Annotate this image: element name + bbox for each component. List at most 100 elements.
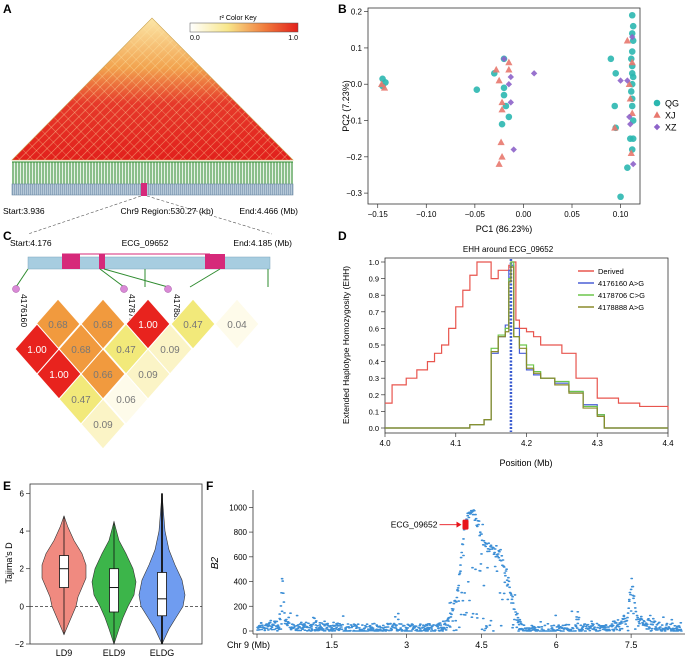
exon-2 [99,254,105,269]
pca-point-xz [626,113,633,121]
pca-point-xz [617,77,624,84]
ld-value-label: 0.47 [183,320,203,331]
pca-x-axis-label: PC1 (86.23%) [476,224,533,234]
color-key-min: 0.0 [190,35,200,42]
pca-point-qg [500,91,508,99]
pca-point-xj [492,65,500,73]
pca-point-qg [628,48,636,55]
b2-gene-highlight [462,519,469,530]
panel-d: 4.0 4.1 4.2 4.3 4.4 0.0 0.1 0.2 0.3 0.4 0.5 0.6 0.7 0… [341,245,674,468]
violin-category-label: ELDG [150,648,175,657]
violin-y-tick-label: 2 [20,565,25,574]
ehh-line-derived [385,261,669,410]
legend-label-xj: XJ [665,111,676,121]
snp-position-label: 4178706 [127,294,137,327]
pca-point-qg [617,193,624,201]
ld-heatmap-hatch-2 [12,18,293,160]
ehh-y-tick-label: 0.3 [369,374,379,383]
ehh-y-tick-label: 0.1 [369,407,379,416]
ehh-x-tick-label: 4.0 [379,439,391,448]
ehh-line-4178888 [385,266,668,429]
ehh-y-tick-label: 0.9 [369,275,379,284]
ehh-x-axis-label: Position (Mb) [499,458,552,468]
b2-y-tick-label: 1000 [229,503,247,512]
color-key-max: 1.0 [288,35,298,42]
pca-x-tick-label: −0.15 [368,210,389,219]
region-start-label: Start:3.936 [3,206,45,216]
ld-value-label: 0.06 [116,395,136,406]
pca-point-qg [473,86,481,93]
violin-y-tick-label: 0 [20,602,25,611]
pca-y-tick-label: −0.2 [346,153,362,162]
ehh-y-axis-label: Extended Haplotype Homozygosity (EHH) [341,266,351,424]
region-end-label: End:4.466 (Mb) [239,206,298,216]
pca-y-tick-label: 0.2 [351,8,363,17]
ld-value-label: 0.09 [93,420,113,431]
pca-point-xj [628,109,636,117]
snp-link-line [189,268,221,288]
pca-point-qg [629,135,637,142]
ehh-legend-label: 4178706 C>G [598,291,645,300]
ehh-x-tick-label: 4.4 [662,439,674,448]
pca-point-xj [378,80,386,88]
ehh-x-tick-label: 4.2 [521,439,533,448]
pca-point-qg [629,73,637,81]
pca-point-qg [611,102,619,110]
pca-point-xj [497,138,505,146]
ehh-y-tick-label: 0.8 [369,291,379,300]
b2-x-tick-label: 4.5 [475,640,488,650]
pca-x-tick-label: 0.00 [516,210,532,219]
ld-value-label: 0.47 [116,345,136,356]
pca-point-xz [507,99,514,106]
snp-marker [120,285,128,293]
pca-point-qg [627,88,635,95]
panel-b: −0.15 −0.10 −0.05 0.00 0.05 0.10 −0.3 −0.2 −0.1 0… [341,7,679,234]
ld-heatmap-outline [11,17,294,161]
panel-a: r² Color Key 0.0 1.0 Start:3.936 Chr9 Re… [3,15,299,235]
pca-point-xj [623,36,631,44]
legend-marker-xj [653,111,661,118]
pca-point-qg [612,70,620,77]
ehh-y-tick-label: 0.6 [369,324,379,333]
pca-point-qg [624,164,631,172]
pca-point-xz [500,55,508,63]
panel-label-e: E [3,479,11,493]
snp-link-line [99,268,125,288]
pca-point-xj [628,58,636,66]
ld-value-label: 0.66 [93,370,113,381]
ehh-y-tick-label: 0.0 [369,424,379,433]
snp-link-line [15,268,29,288]
pca-point-qg [628,102,636,110]
pca-point-xj [626,94,634,102]
violin-y-tick-label: −2 [15,640,25,649]
target-region-marker [141,183,147,196]
pca-point-xz [629,33,636,41]
pca-point-xj [625,80,633,88]
ld-value-label: 1.00 [49,370,69,381]
snp-connector-lines [12,162,293,184]
ehh-x-tick-label: 4.3 [592,439,604,448]
violin-box [109,568,119,613]
color-key-title: r² Color Key [219,15,257,22]
snp-position-label: 4176160 [19,294,29,327]
panel-label-b: B [338,2,347,16]
pca-y-axis-label: PC2 (7.23%) [341,80,351,132]
ld-value-label: 0.04 [227,320,247,331]
ld-cell [103,373,149,425]
b2-gene-label: ECG_09652 [391,520,438,530]
pca-point-xj [627,149,635,156]
b2-x-tick-label: Chr 9 (Mb) [227,640,270,650]
violin-box [59,555,69,588]
pca-point-xz [530,70,538,77]
ehh-y-tick-label: 0.5 [369,341,379,350]
ehh-y-tick-label: 0.4 [369,358,379,367]
panel-label-d: D [338,229,347,243]
b2-x-tick-label: 3 [404,640,409,650]
pca-x-tick-label: −0.10 [416,210,437,219]
pca-point-qg [498,120,506,128]
zoom-guide-right [146,195,273,235]
snp-position-label: 4178888 [172,294,182,327]
b2-y-tick-label: 0 [243,627,248,636]
pca-x-tick-label: 0.10 [613,210,629,219]
b2-y-tick-label: 600 [234,553,248,562]
